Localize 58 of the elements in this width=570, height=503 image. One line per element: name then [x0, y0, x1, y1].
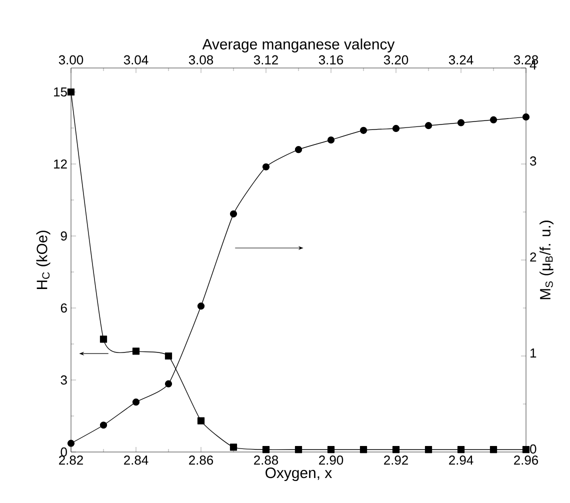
point: [392, 124, 400, 132]
x2-tick-label: 3.24: [448, 55, 474, 64]
point: [424, 122, 432, 130]
point: [230, 444, 238, 451]
y-tick-label: 15: [54, 87, 67, 97]
point: [197, 302, 205, 310]
point: [457, 446, 465, 454]
x-tick-label: 2.94: [449, 456, 474, 465]
point: [327, 446, 335, 454]
x-tick-label: 2.88: [254, 456, 278, 465]
x2-tick-label: 3.20: [384, 55, 408, 64]
point: [164, 352, 172, 360]
x2-tick-label: 3.00: [58, 55, 84, 64]
point: [360, 446, 368, 454]
y2-tick-label: 3: [530, 156, 536, 166]
x-tick-label: 2.86: [189, 456, 214, 465]
x-tick-label: 2.84: [124, 456, 148, 465]
x-tick-label: 2.92: [384, 456, 408, 465]
point: [230, 210, 238, 218]
x2-tick-label: 3.04: [124, 55, 148, 64]
point: [457, 119, 465, 126]
x2-tick-label: 3.08: [188, 55, 214, 64]
point: [424, 446, 432, 454]
point: [132, 348, 140, 355]
y-tick-label: 3: [60, 375, 67, 385]
point: [392, 446, 400, 454]
x-tick-label: 2.90: [319, 456, 344, 465]
point: [490, 116, 498, 124]
x2-tick-label: 3.12: [254, 55, 278, 64]
x2-axis-title: Average manganese valency: [202, 38, 395, 52]
y2-tick-label: 0: [530, 444, 536, 454]
point: [197, 417, 205, 424]
x2-tick-label: 3.16: [318, 55, 344, 64]
point: [327, 136, 335, 144]
y-tick-label: 6: [60, 303, 67, 313]
point: [294, 446, 302, 454]
point: [67, 88, 75, 96]
point: [132, 398, 140, 406]
x-axis-title: Oxygen, x: [266, 468, 332, 482]
x-tick-label: 2.82: [59, 456, 83, 465]
y2-tick-label: 1: [530, 348, 536, 358]
y2-axis-title: M$_{S}$ (μ$_{B}$/f. u.): [540, 220, 554, 300]
point: [67, 440, 75, 447]
point: [100, 422, 108, 429]
point: [294, 146, 302, 154]
y2-tick-label: 2: [530, 252, 536, 262]
y-axis-title: H$_{C}$ (kOe): [36, 230, 50, 289]
y-tick-label: 0: [60, 447, 67, 457]
y-tick-label: 12: [54, 159, 67, 169]
point: [100, 336, 108, 343]
point: [262, 446, 270, 454]
y-tick-label: 9: [60, 231, 67, 241]
point: [262, 163, 270, 170]
point: [522, 113, 530, 121]
x-tick-label: 2.96: [514, 456, 538, 465]
point: [164, 380, 172, 388]
point: [490, 446, 498, 454]
point: [360, 126, 368, 134]
